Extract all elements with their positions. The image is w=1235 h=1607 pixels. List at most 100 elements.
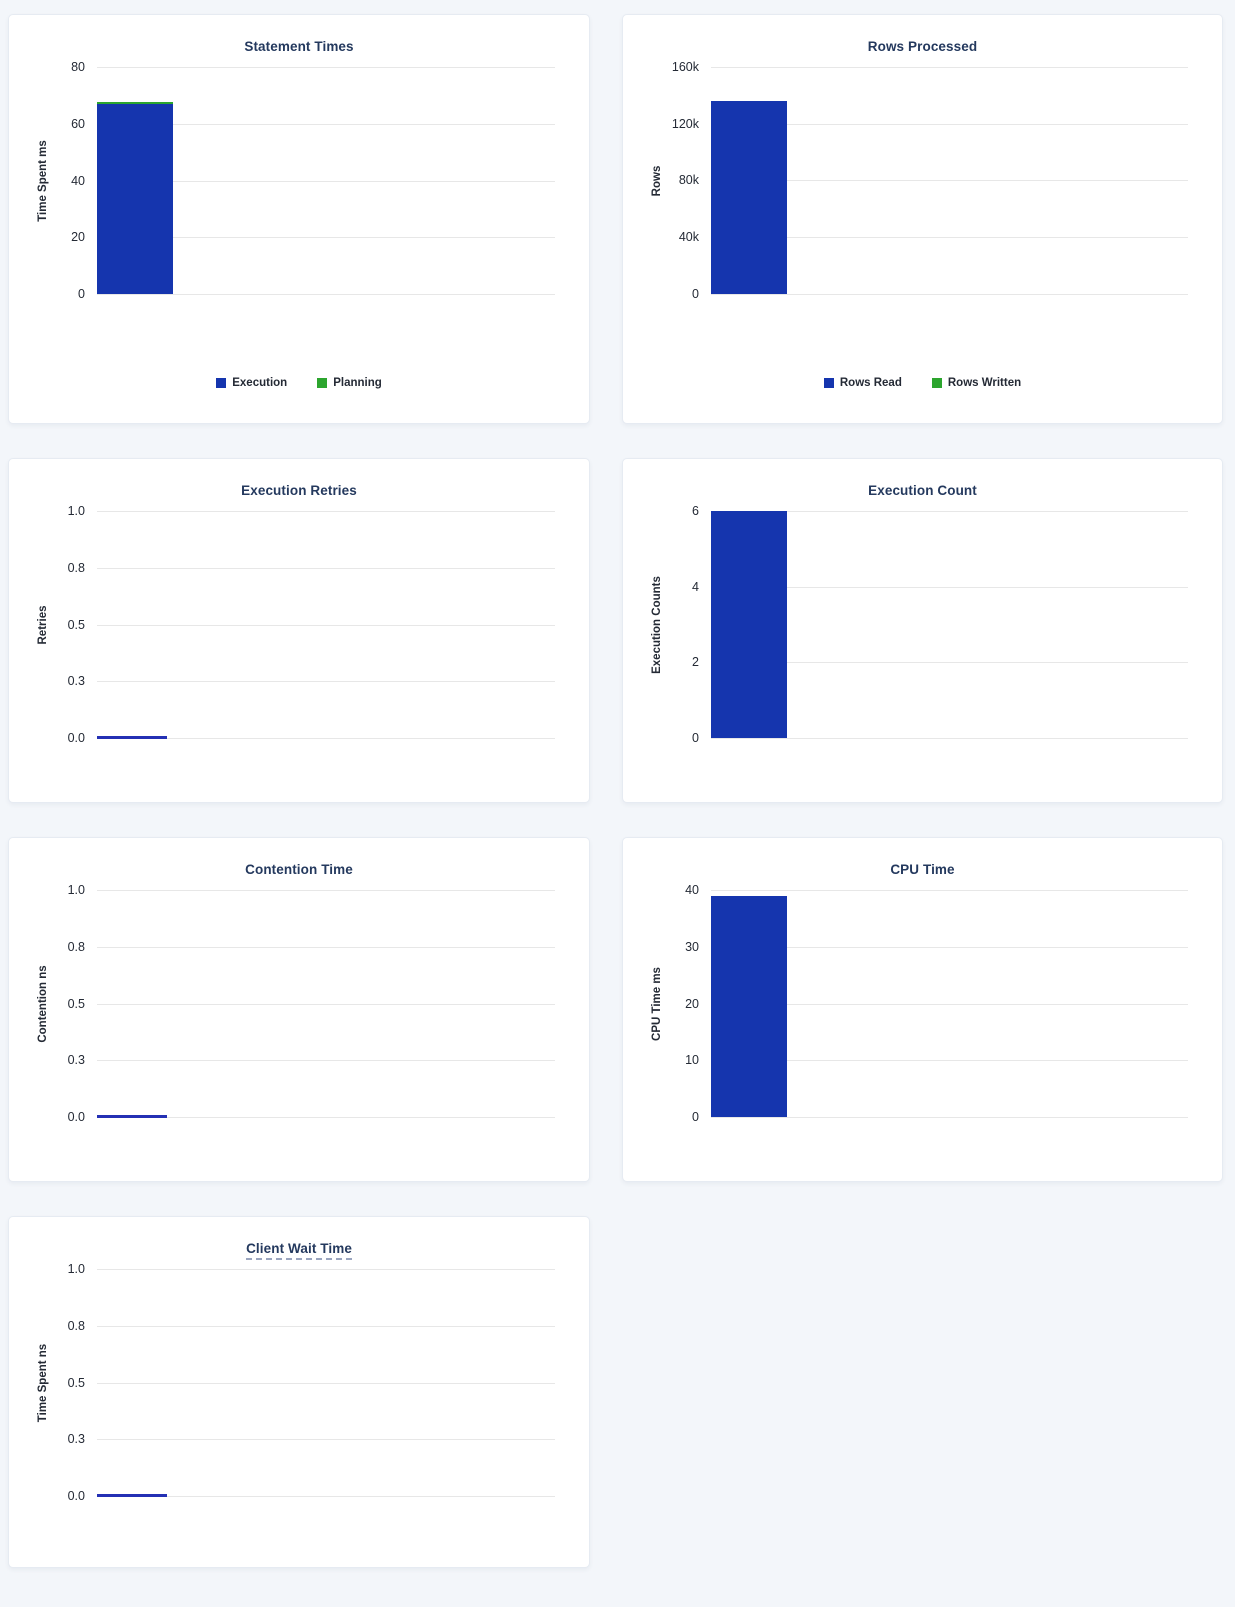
zero-value-bar <box>97 1115 167 1118</box>
y-tick-label: 80k <box>678 173 699 187</box>
gridline <box>711 947 1188 948</box>
y-tick-label: 0.8 <box>67 940 85 954</box>
y-tick-label: 160k <box>671 60 699 74</box>
y-tick-label: 40 <box>685 883 699 897</box>
y-tick-label: 0.3 <box>67 1053 85 1067</box>
gridline <box>97 625 555 626</box>
gridline <box>711 890 1188 891</box>
y-tick-label: 20 <box>71 230 85 244</box>
gridline <box>97 511 555 512</box>
gridline <box>711 511 1188 512</box>
y-tick-label: 60 <box>71 117 85 131</box>
chart-title-text: Contention Time <box>245 862 353 877</box>
chart-card-cpu-time: CPU Time CPU Time ms 0 10 20 30 40 <box>622 837 1223 1182</box>
y-tick-label: 0.5 <box>67 997 85 1011</box>
y-tick-label: 10 <box>685 1053 699 1067</box>
zero-value-bar <box>97 1494 167 1497</box>
plot-area: 0 40k 80k 120k 160k <box>672 60 1188 301</box>
bar-execution <box>97 103 173 294</box>
y-tick-label: 0.0 <box>67 1489 85 1503</box>
gridline <box>97 1269 555 1270</box>
chart-title-cpu-time: CPU Time <box>623 862 1222 877</box>
gridline <box>711 180 1188 181</box>
chart-card-contention-time: Contention Time Contention ns 0.0 0.3 0.5 0.8… <box>8 837 590 1182</box>
chart-legend: Execution Planning <box>9 377 589 389</box>
gridline <box>711 67 1188 68</box>
chart-title-text: Execution Retries <box>241 483 357 498</box>
gridline <box>97 294 555 295</box>
gridline <box>97 947 555 948</box>
gridline <box>97 890 555 891</box>
gridline <box>97 124 555 125</box>
y-tick-label: 40 <box>71 174 85 188</box>
gridline <box>97 1496 555 1497</box>
bar-cpu-time <box>711 895 787 1117</box>
y-tick-label: 20 <box>685 997 699 1011</box>
gridline <box>711 738 1188 739</box>
y-tick-label: 0.0 <box>67 731 85 745</box>
chart-title-client-wait-time: Client Wait Time <box>9 1241 589 1260</box>
gridline <box>97 738 555 739</box>
chart-legend: Rows Read Rows Written <box>623 377 1222 389</box>
legend-color-swatch-icon <box>931 378 942 388</box>
chart-title-contention-time: Contention Time <box>9 862 589 877</box>
plot-area: 0.0 0.3 0.5 0.8 1.0 <box>68 883 555 1124</box>
plot-area: 0 20 40 60 80 <box>71 60 555 301</box>
chart-title-tooltip-text[interactable]: Client Wait Time <box>246 1241 352 1260</box>
gridline <box>97 237 555 238</box>
gridline <box>711 587 1188 588</box>
gridline <box>711 124 1188 125</box>
chart-title-statement-times: Statement Times <box>9 39 589 54</box>
y-tick-label: 0.3 <box>67 674 85 688</box>
gridline <box>97 1383 555 1384</box>
chart-title-text: Execution Count <box>868 483 977 498</box>
zero-value-bar <box>97 736 167 739</box>
y-tick-label: 1.0 <box>67 504 85 518</box>
legend-label: Planning <box>333 377 382 389</box>
y-tick-label: 30 <box>685 940 699 954</box>
gridline <box>97 681 555 682</box>
y-tick-label: 1.0 <box>67 1262 85 1276</box>
gridline <box>711 1004 1188 1005</box>
chart-title-rows-processed: Rows Processed <box>623 39 1222 54</box>
legend-color-swatch-icon <box>317 378 328 388</box>
legend-color-swatch-icon <box>823 378 834 388</box>
legend-label: Rows Read <box>839 377 902 389</box>
y-tick-label: 0.0 <box>67 1110 85 1124</box>
gridline <box>97 1326 555 1327</box>
y-tick-label: 0.8 <box>67 561 85 575</box>
chart-title-execution-count: Execution Count <box>623 483 1222 498</box>
y-tick-label: 4 <box>692 580 699 594</box>
y-tick-label: 0.8 <box>67 1319 85 1333</box>
y-tick-label: 0.5 <box>67 1376 85 1390</box>
chart-card-execution-retries: Execution Retries Retries 0.0 0.3 0.5 0.8 1.0 <box>8 458 590 803</box>
gridline <box>711 237 1188 238</box>
y-tick-label: 0 <box>692 1110 699 1124</box>
y-tick-label: 40k <box>678 230 699 244</box>
chart-card-rows-processed: Rows Processed Rows 0 40k 80k 120k 160k Rows Re… <box>622 14 1223 424</box>
bar-planning <box>97 101 173 104</box>
gridline <box>711 662 1188 663</box>
legend-item-execution: Execution <box>216 377 287 389</box>
legend-label: Execution <box>232 377 288 389</box>
y-tick-label: 0 <box>692 287 699 301</box>
bar-execution-count <box>711 511 787 738</box>
gridline <box>97 568 555 569</box>
chart-title-text: Rows Processed <box>867 39 978 54</box>
y-tick-label: 1.0 <box>67 883 85 897</box>
plot-area: 0 10 20 30 40 <box>685 883 1188 1124</box>
legend-item-rows-read: Rows Read <box>823 377 902 389</box>
legend-item-planning: Planning <box>317 377 382 389</box>
chart-card-statement-times: Statement Times Time Spent ms 0 20 40 60 80 Exe… <box>8 14 590 424</box>
plot-area: 0 2 4 6 <box>692 504 1188 745</box>
y-tick-label: 0 <box>78 287 85 301</box>
gridline <box>97 1117 555 1118</box>
legend-item-rows-written: Rows Written <box>931 377 1021 389</box>
chart-card-client-wait-time: Client Wait Time Time Spent ns 0.0 0.3 0.5 0.… <box>8 1216 590 1568</box>
y-tick-label: 0.3 <box>67 1432 85 1446</box>
bar-rows-read <box>711 101 787 294</box>
plot-area: 0.0 0.3 0.5 0.8 1.0 <box>68 1262 555 1503</box>
gridline <box>97 1004 555 1005</box>
y-tick-label: 0 <box>692 731 699 745</box>
